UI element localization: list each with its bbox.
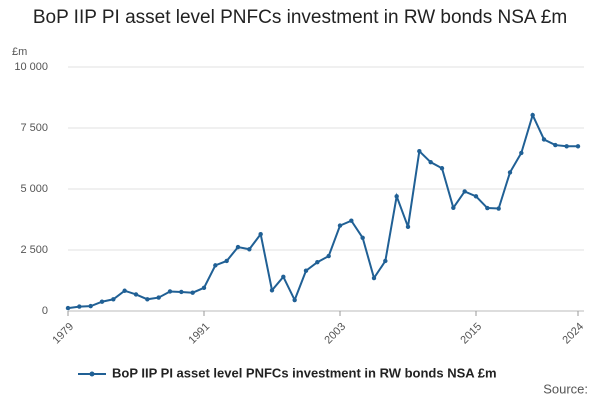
point — [145, 297, 150, 302]
point — [111, 297, 116, 302]
y-tick-label: 7 500 — [20, 122, 48, 134]
point — [519, 150, 524, 156]
point — [179, 289, 184, 295]
point — [303, 268, 309, 273]
point — [281, 274, 286, 280]
point — [451, 205, 456, 210]
y-tick-label: 0 — [42, 305, 48, 317]
x-tick-label: 2024 — [560, 321, 586, 347]
source: Source: — [543, 381, 588, 396]
point — [383, 258, 388, 264]
point — [349, 218, 354, 223]
point — [553, 142, 558, 148]
point — [156, 295, 161, 300]
point — [201, 285, 207, 291]
point — [235, 244, 241, 250]
point — [258, 231, 263, 237]
line — [67, 112, 578, 310]
point — [77, 304, 82, 309]
point — [473, 194, 479, 199]
point — [485, 205, 490, 211]
point — [507, 170, 513, 175]
y-tick-label: 2 500 — [20, 244, 48, 256]
point — [394, 194, 399, 199]
legend-label: BoP IIP PI asset level PNFCs investment … — [112, 365, 497, 380]
point — [405, 224, 411, 230]
point — [269, 288, 275, 293]
point — [496, 206, 501, 211]
y-unit: £m — [12, 46, 27, 58]
chart-title: BoP IIP PI asset level PNFCs investment … — [32, 7, 568, 28]
point — [439, 166, 445, 171]
point — [462, 189, 467, 194]
point — [65, 305, 71, 311]
point — [213, 263, 218, 268]
point — [326, 253, 331, 259]
point — [337, 223, 343, 228]
point — [292, 297, 297, 303]
point — [247, 247, 252, 252]
point — [99, 299, 105, 304]
point — [315, 260, 320, 265]
point — [224, 258, 229, 264]
point — [564, 144, 569, 149]
x-tick-label: 1991 — [186, 321, 212, 347]
legend-marker — [89, 371, 95, 377]
point — [133, 292, 139, 297]
y-tick-label: 10 000 — [14, 61, 48, 73]
point — [575, 144, 581, 149]
point — [167, 289, 173, 294]
point — [428, 159, 433, 165]
x-tick-label: 1979 — [50, 321, 76, 347]
point — [190, 290, 195, 295]
y-tick-label: 5 000 — [20, 183, 48, 195]
x-tick-label: 2003 — [322, 321, 348, 347]
point — [530, 112, 535, 118]
point — [88, 303, 93, 309]
point — [417, 148, 422, 154]
x-tick-label: 2015 — [458, 321, 484, 347]
point — [541, 137, 547, 142]
point — [360, 235, 365, 240]
point — [122, 288, 127, 293]
point — [371, 275, 377, 281]
